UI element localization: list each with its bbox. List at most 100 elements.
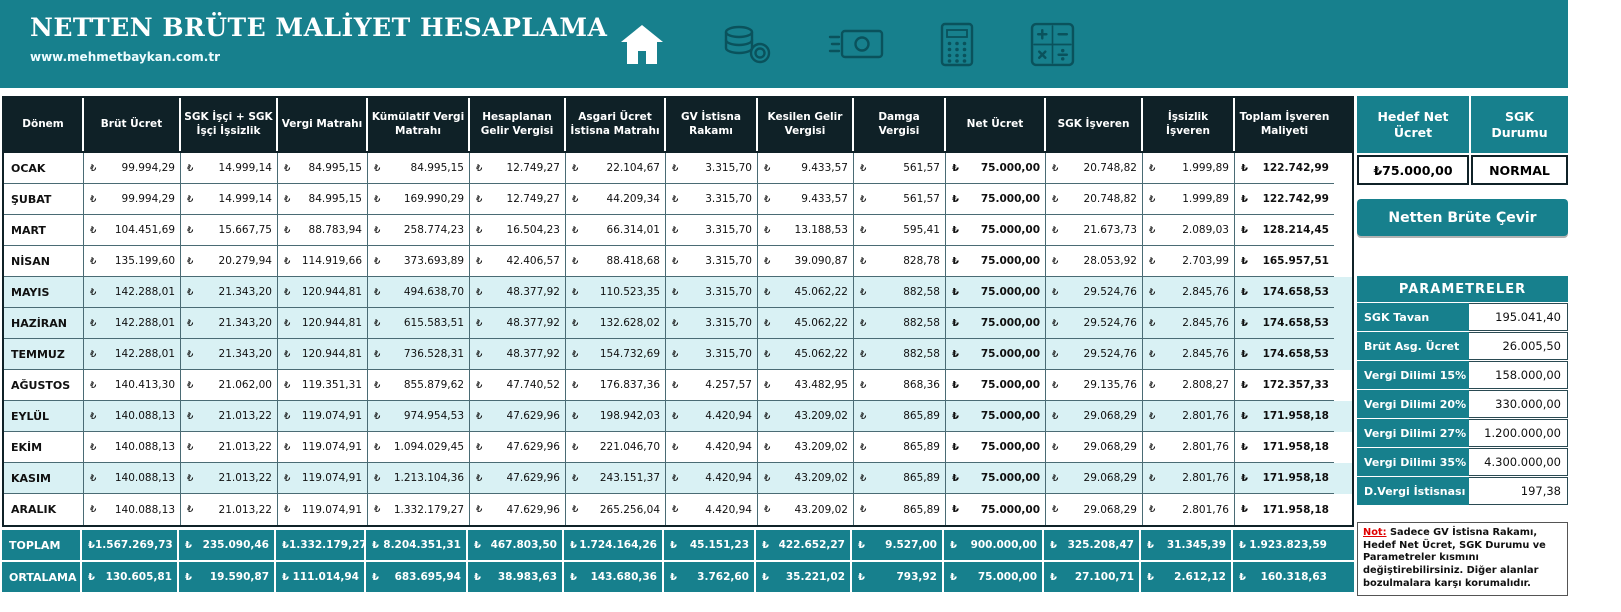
value-cell[interactable]: ₺ 140.413,30 xyxy=(84,370,181,401)
convert-button[interactable]: Netten Brüte Çevir xyxy=(1357,199,1568,236)
parameter-value-input[interactable]: 197,38 xyxy=(1469,477,1568,505)
value-cell[interactable]: ₺ 140.088,13 xyxy=(84,494,181,525)
value-cell[interactable]: ₺ 128.214,45 xyxy=(1235,215,1334,246)
website-url[interactable]: www.mehmetbaykan.com.tr xyxy=(30,50,221,64)
value-cell[interactable]: ₺ 3.315,70 xyxy=(666,184,758,215)
value-cell[interactable]: ₺ 119.074,91 xyxy=(278,463,368,494)
value-cell[interactable]: ₺ 325.208,47 xyxy=(1044,530,1141,560)
value-cell[interactable]: ₺ 16.504,23 xyxy=(470,215,566,246)
value-cell[interactable]: ₺ 422.652,27 xyxy=(756,530,852,560)
value-cell[interactable]: ₺ 47.629,96 xyxy=(470,494,566,525)
period-cell[interactable]: AĞUSTOS xyxy=(4,370,84,401)
value-cell[interactable]: ₺ 31.345,39 xyxy=(1141,530,1233,560)
value-cell[interactable]: ₺ 140.088,13 xyxy=(84,401,181,432)
value-cell[interactable]: ₺ 828,78 xyxy=(854,246,946,277)
sgk-status-input[interactable]: NORMAL xyxy=(1471,155,1568,185)
value-cell[interactable]: ₺ 43.209,02 xyxy=(758,494,854,525)
value-cell[interactable]: ₺ 84.995,15 xyxy=(368,153,470,184)
value-cell[interactable]: ₺ 45.151,23 xyxy=(664,530,756,560)
value-cell[interactable]: ₺ 75.000,00 xyxy=(946,432,1046,463)
period-cell[interactable]: HAZİRAN xyxy=(4,308,84,339)
value-cell[interactable]: ₺ 122.742,99 xyxy=(1235,153,1334,184)
value-cell[interactable]: ₺ 171.958,18 xyxy=(1235,494,1334,525)
value-cell[interactable]: ₺ 4.420,94 xyxy=(666,494,758,525)
value-cell[interactable]: ₺ 48.377,92 xyxy=(470,339,566,370)
period-cell[interactable]: TOPLAM xyxy=(2,530,82,560)
value-cell[interactable]: ₺ 243.151,37 xyxy=(566,463,666,494)
value-cell[interactable]: ₺ 2.703,99 xyxy=(1143,246,1235,277)
value-cell[interactable]: ₺ 882,58 xyxy=(854,277,946,308)
value-cell[interactable]: ₺ 110.523,35 xyxy=(566,277,666,308)
value-cell[interactable]: ₺ 3.762,60 xyxy=(664,562,756,592)
value-cell[interactable]: ₺ 4.420,94 xyxy=(666,463,758,494)
value-cell[interactable]: ₺ 4.257,57 xyxy=(666,370,758,401)
value-cell[interactable]: ₺ 48.377,92 xyxy=(470,277,566,308)
value-cell[interactable]: ₺ 120.944,81 xyxy=(278,339,368,370)
calculator-icon[interactable] xyxy=(940,22,974,67)
value-cell[interactable]: ₺ 21.062,00 xyxy=(181,370,278,401)
value-cell[interactable]: ₺ 160.318,63 xyxy=(1233,562,1332,592)
value-cell[interactable]: ₺ 9.527,00 xyxy=(852,530,944,560)
value-cell[interactable]: ₺ 3.315,70 xyxy=(666,308,758,339)
value-cell[interactable]: ₺ 15.667,75 xyxy=(181,215,278,246)
value-cell[interactable]: ₺ 171.958,18 xyxy=(1235,463,1334,494)
value-cell[interactable]: ₺ 2.801,76 xyxy=(1143,494,1235,525)
value-cell[interactable]: ₺ 14.999,14 xyxy=(181,184,278,215)
value-cell[interactable]: ₺ 42.406,57 xyxy=(470,246,566,277)
value-cell[interactable]: ₺ 35.221,02 xyxy=(756,562,852,592)
value-cell[interactable]: ₺ 43.209,02 xyxy=(758,401,854,432)
parameter-value-input[interactable]: 195.041,40 xyxy=(1469,303,1568,331)
value-cell[interactable]: ₺ 2.845,76 xyxy=(1143,277,1235,308)
value-cell[interactable]: ₺ 2.612,12 xyxy=(1141,562,1233,592)
value-cell[interactable]: ₺ 221.046,70 xyxy=(566,432,666,463)
value-cell[interactable]: ₺ 75.000,00 xyxy=(946,215,1046,246)
value-cell[interactable]: ₺ 21.343,20 xyxy=(181,277,278,308)
home-icon[interactable] xyxy=(618,22,666,67)
value-cell[interactable]: ₺ 174.658,53 xyxy=(1235,308,1334,339)
value-cell[interactable]: ₺ 120.944,81 xyxy=(278,277,368,308)
value-cell[interactable]: ₺ 43.209,02 xyxy=(758,463,854,494)
value-cell[interactable]: ₺ 2.845,76 xyxy=(1143,308,1235,339)
value-cell[interactable]: ₺ 75.000,00 xyxy=(946,463,1046,494)
parameter-value-input[interactable]: 330.000,00 xyxy=(1469,390,1568,418)
value-cell[interactable]: ₺ 21.673,73 xyxy=(1046,215,1143,246)
period-cell[interactable]: MART xyxy=(4,215,84,246)
value-cell[interactable]: ₺ 130.605,81 xyxy=(82,562,179,592)
value-cell[interactable]: ₺ 176.837,36 xyxy=(566,370,666,401)
value-cell[interactable]: ₺ 865,89 xyxy=(854,463,946,494)
period-cell[interactable]: TEMMUZ xyxy=(4,339,84,370)
value-cell[interactable]: ₺ 171.958,18 xyxy=(1235,401,1334,432)
value-cell[interactable]: ₺ 75.000,00 xyxy=(946,153,1046,184)
value-cell[interactable]: ₺ 169.990,29 xyxy=(368,184,470,215)
value-cell[interactable]: ₺ 165.957,51 xyxy=(1235,246,1334,277)
value-cell[interactable]: ₺ 99.994,29 xyxy=(84,184,181,215)
value-cell[interactable]: ₺ 2.089,03 xyxy=(1143,215,1235,246)
value-cell[interactable]: ₺ 1.567.269,73 xyxy=(82,530,179,560)
parameter-value-input[interactable]: 26.005,50 xyxy=(1469,332,1568,360)
value-cell[interactable]: ₺ 4.420,94 xyxy=(666,432,758,463)
value-cell[interactable]: ₺ 882,58 xyxy=(854,308,946,339)
value-cell[interactable]: ₺ 1.213.104,36 xyxy=(368,463,470,494)
value-cell[interactable]: ₺ 28.053,92 xyxy=(1046,246,1143,277)
value-cell[interactable]: ₺ 21.013,22 xyxy=(181,463,278,494)
value-cell[interactable]: ₺ 143.680,36 xyxy=(564,562,664,592)
value-cell[interactable]: ₺ 855.879,62 xyxy=(368,370,470,401)
value-cell[interactable]: ₺ 39.090,87 xyxy=(758,246,854,277)
value-cell[interactable]: ₺ 29.524,76 xyxy=(1046,308,1143,339)
value-cell[interactable]: ₺ 84.995,15 xyxy=(278,184,368,215)
value-cell[interactable]: ₺ 132.628,02 xyxy=(566,308,666,339)
value-cell[interactable]: ₺ 75.000,00 xyxy=(946,494,1046,525)
value-cell[interactable]: ₺ 29.068,29 xyxy=(1046,463,1143,494)
value-cell[interactable]: ₺ 561,57 xyxy=(854,184,946,215)
value-cell[interactable]: ₺ 615.583,51 xyxy=(368,308,470,339)
value-cell[interactable]: ₺ 140.088,13 xyxy=(84,463,181,494)
value-cell[interactable]: ₺ 20.748,82 xyxy=(1046,153,1143,184)
value-cell[interactable]: ₺ 104.451,69 xyxy=(84,215,181,246)
value-cell[interactable]: ₺ 88.418,68 xyxy=(566,246,666,277)
value-cell[interactable]: ₺ 865,89 xyxy=(854,432,946,463)
value-cell[interactable]: ₺ 373.693,89 xyxy=(368,246,470,277)
value-cell[interactable]: ₺ 1.999,89 xyxy=(1143,153,1235,184)
banknote-icon[interactable] xyxy=(828,26,884,62)
value-cell[interactable]: ₺ 20.748,82 xyxy=(1046,184,1143,215)
value-cell[interactable]: ₺ 3.315,70 xyxy=(666,215,758,246)
